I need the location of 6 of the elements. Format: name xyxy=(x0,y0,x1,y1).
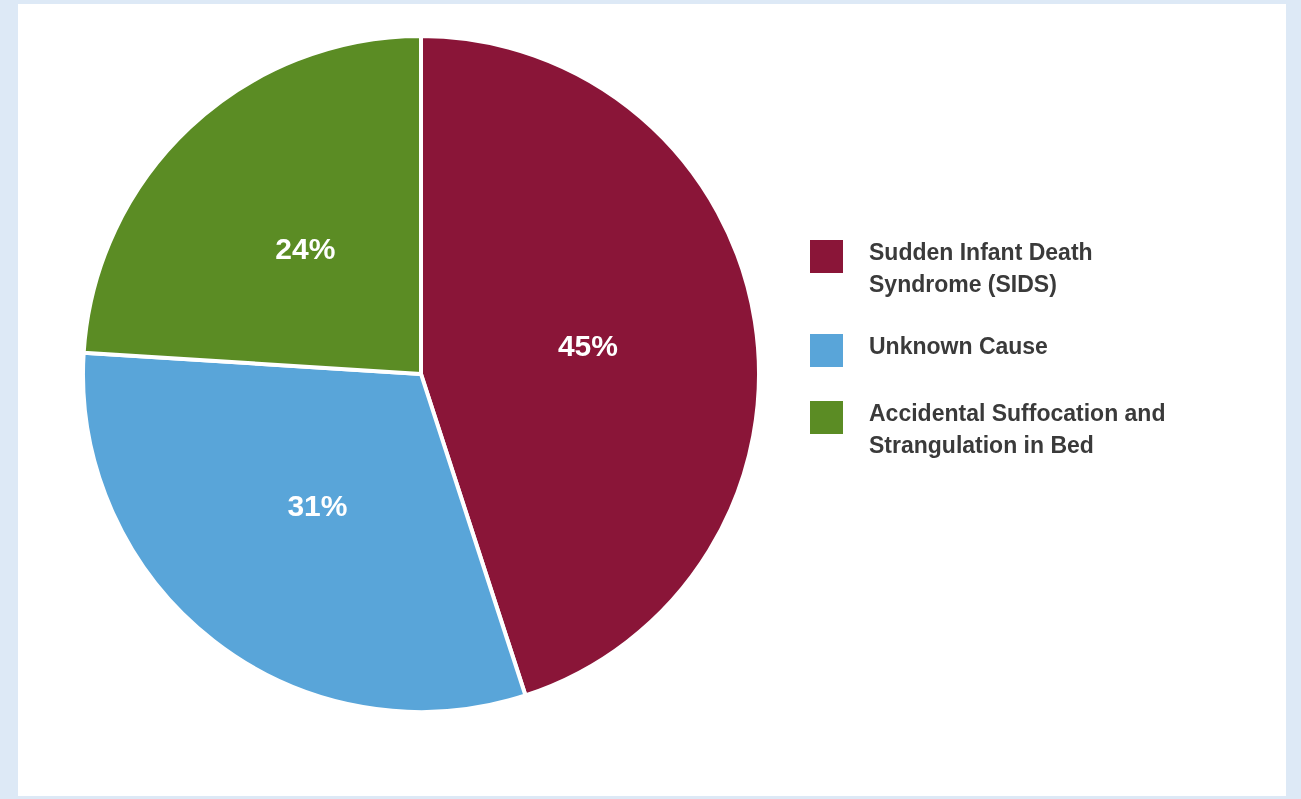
data-label: 31% xyxy=(287,488,348,522)
legend-label: Unknown Cause xyxy=(869,332,1049,361)
legend-label: Accidental Suffocation and Strangulation in Bed xyxy=(869,399,1167,460)
data-label: 24% xyxy=(275,232,336,266)
data-label: 45% xyxy=(557,328,618,362)
legend-label: Sudden Infant Death Syndrome (SIDS) xyxy=(869,238,1094,299)
